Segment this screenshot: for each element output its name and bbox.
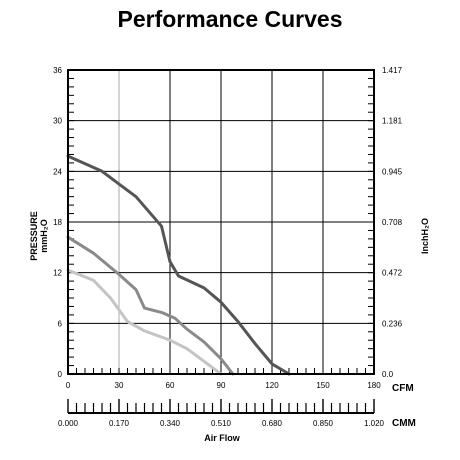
series-line-1 bbox=[66, 154, 291, 376]
y-tick-label-left: 0 bbox=[58, 370, 63, 379]
cmm-tick-label: 0.000 bbox=[58, 419, 79, 428]
x-unit-secondary: CMM bbox=[392, 418, 416, 429]
x-axis-title: Air Flow bbox=[204, 433, 240, 443]
y-tick-label-left: 36 bbox=[53, 66, 62, 75]
y-tick-label-right: 1.181 bbox=[382, 117, 403, 126]
y-tick-label-left: 12 bbox=[53, 269, 62, 278]
x-tick-label: 30 bbox=[115, 381, 124, 390]
y-tick-label-right: 0.472 bbox=[382, 269, 403, 278]
series-group bbox=[66, 154, 291, 376]
cmm-tick-label: 0.170 bbox=[109, 419, 130, 428]
plot-frame bbox=[67, 69, 375, 375]
y-axis-title-left-2: mmH₂O bbox=[39, 219, 49, 253]
y-tick-label-right: 0.236 bbox=[382, 319, 403, 328]
y-tick-label-left: 30 bbox=[53, 117, 62, 126]
y-axis-title-right: InchH₂O bbox=[420, 218, 430, 254]
cmm-tick-label: 0.510 bbox=[211, 419, 232, 428]
y-tick-label-right: 0.708 bbox=[382, 218, 403, 227]
x-tick-label: 0 bbox=[66, 381, 71, 390]
x-tick-label: 120 bbox=[265, 381, 279, 390]
cmm-tick-label: 0.340 bbox=[160, 419, 181, 428]
x-unit-primary: CFM bbox=[392, 383, 414, 394]
y-tick-label-right: 1.417 bbox=[382, 66, 403, 75]
series-line-3 bbox=[66, 268, 223, 376]
cmm-tick-label: 0.850 bbox=[313, 419, 334, 428]
y-tick-label-left: 24 bbox=[53, 167, 62, 176]
cmm-tick-label: 0.680 bbox=[262, 419, 283, 428]
cmm-axis: 0.000 0.170 0.340 0.510 0.680 0.850 1.020 bbox=[58, 399, 385, 428]
grid bbox=[68, 70, 374, 374]
tick-labels: 0 6 12 18 24 30 36 0.0 0.236 0.472 0.708 0.945 1.181… bbox=[53, 66, 402, 390]
x-tick-label: 180 bbox=[367, 381, 381, 390]
y-axis-title-left-1: PRESSURE bbox=[29, 211, 39, 261]
series-line-2 bbox=[66, 235, 235, 376]
y-tick-label-left: 18 bbox=[53, 218, 62, 227]
y-tick-label-left: 6 bbox=[58, 319, 63, 328]
y-tick-label-right: 0.945 bbox=[382, 167, 403, 176]
chart-title: Performance Curves bbox=[117, 6, 343, 32]
x-tick-label: 60 bbox=[166, 381, 175, 390]
x-tick-label: 150 bbox=[316, 381, 330, 390]
y-tick-label-right: 0.0 bbox=[382, 370, 394, 379]
cmm-tick-label: 1.020 bbox=[364, 419, 385, 428]
x-tick-label: 90 bbox=[217, 381, 226, 390]
